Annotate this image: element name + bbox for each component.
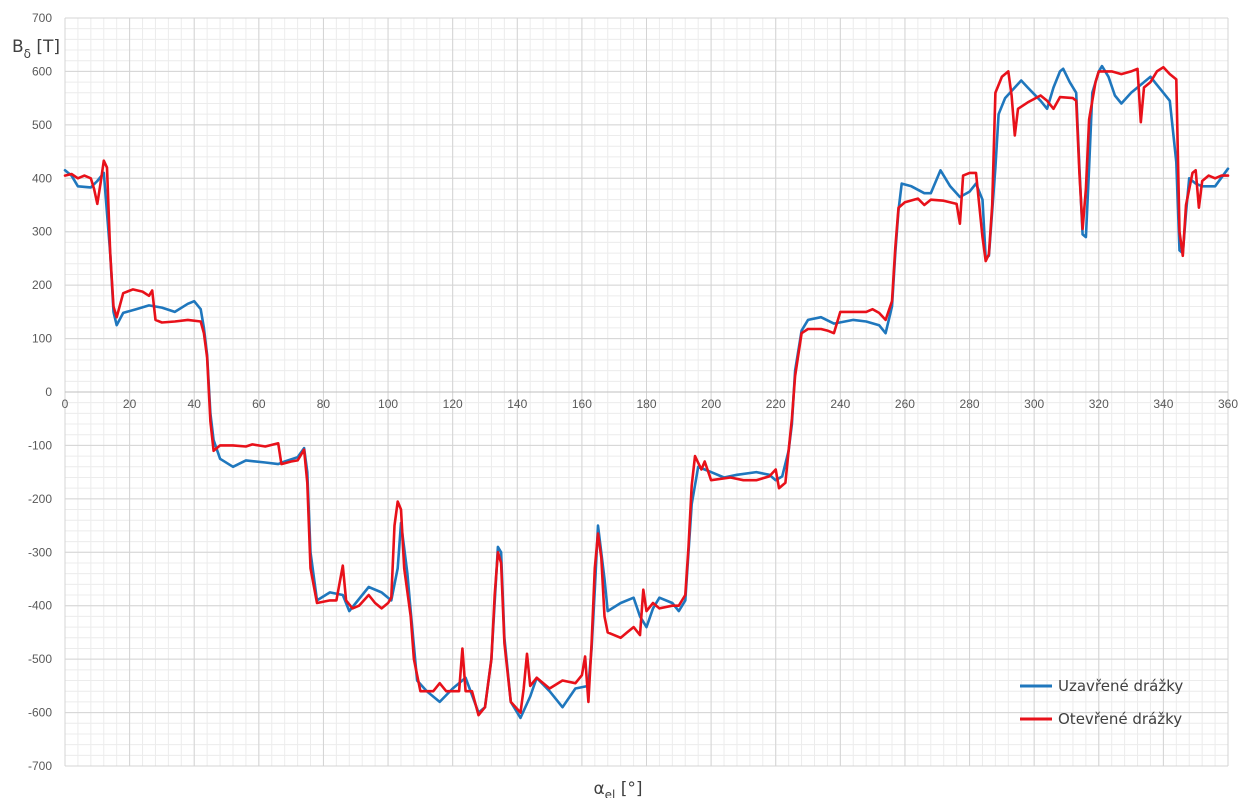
x-tick-labels: 0 20 40 60 80 100 120 140 160 180 200 220 240 260 280 3…: [62, 397, 1239, 411]
y-tick-label: -300: [28, 545, 52, 559]
y-tick-label: 100: [32, 332, 52, 346]
x-tick-label: 340: [1153, 397, 1173, 411]
major-grid: [64, 17, 1229, 767]
y-tick-label: -100: [28, 438, 52, 452]
y-tick-label: 0: [45, 385, 52, 399]
y-tick-labels: -700 -600 -500 -400 -300 -200 -100 0 100 200 300 40…: [28, 11, 52, 773]
y-tick-label: 600: [32, 64, 52, 78]
x-axis-title-sub: el: [605, 788, 616, 798]
x-tick-label: 160: [572, 397, 592, 411]
y-tick-label: -600: [28, 706, 52, 720]
y-axis-title-sub: δ: [24, 47, 31, 61]
x-tick-label: 320: [1089, 397, 1109, 411]
x-tick-label: 200: [701, 397, 721, 411]
x-tick-label: 300: [1024, 397, 1044, 411]
x-axis-title-main: α: [593, 779, 604, 798]
x-tick-label: 140: [507, 397, 527, 411]
y-tick-label: 700: [32, 11, 52, 25]
y-tick-label: -200: [28, 492, 52, 506]
x-tick-label: 220: [766, 397, 786, 411]
x-axis-title: αel [°]: [593, 779, 642, 798]
x-tick-label: 0: [62, 397, 69, 411]
y-axis-title-unit: [T]: [31, 37, 60, 57]
y-tick-label: 200: [32, 278, 52, 292]
y-tick-label: -400: [28, 599, 52, 613]
series-line-uzavrene: [63, 64, 1230, 720]
y-axis-title: Bδ [T]: [12, 37, 60, 61]
x-tick-label: 60: [252, 397, 266, 411]
x-tick-label: 260: [895, 397, 915, 411]
y-tick-label: -700: [28, 759, 52, 773]
legend-label-otevrene: Otevřené drážky: [1058, 710, 1182, 728]
x-tick-label: 280: [960, 397, 980, 411]
legend-label-uzavrene: Uzavřené drážky: [1058, 677, 1183, 695]
x-tick-label: 40: [188, 397, 202, 411]
x-tick-label: 360: [1218, 397, 1238, 411]
x-tick-label: 240: [830, 397, 850, 411]
y-tick-label: 300: [32, 225, 52, 239]
x-tick-label: 120: [443, 397, 463, 411]
y-tick-label: 500: [32, 118, 52, 132]
series-line-otevrene: [63, 65, 1230, 717]
x-tick-label: 80: [317, 397, 331, 411]
y-axis-title-main: B: [12, 37, 24, 57]
x-axis-title-unit: [°]: [615, 779, 642, 798]
x-tick-label: 20: [123, 397, 137, 411]
x-tick-label: 100: [378, 397, 398, 411]
x-tick-label: 180: [636, 397, 656, 411]
y-tick-label: 400: [32, 171, 52, 185]
y-tick-label: -500: [28, 652, 52, 666]
series-layer: [63, 64, 1230, 720]
legend: Uzavřené drážky Otevřené drážky: [1020, 677, 1183, 728]
